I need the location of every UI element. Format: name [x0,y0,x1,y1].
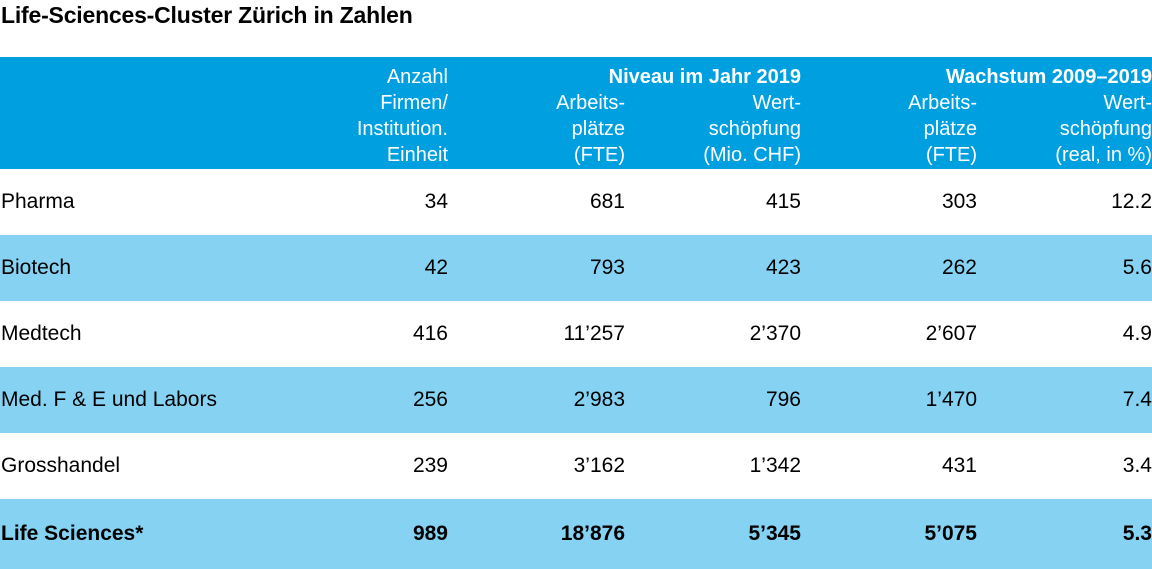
cell-niveau-fte: 2’983 [573,388,625,411]
row-label: Biotech [1,256,72,279]
table-row-total-life-sciences: Life Sciences* 989 18’876 5’345 5’075 5.… [0,499,1152,569]
cell-niveau-wert: 1’342 [749,454,801,477]
row-label: Med. F & E und Labors [1,388,217,411]
table-row-pharma: Pharma 34 681 415 303 12.2 [0,169,1152,235]
header-firmen-institution-einheit: Firmen/ Institution. Einheit [356,92,448,166]
cell-niveau-fte: 793 [589,256,625,279]
cell-anzahl: 34 [424,190,448,213]
header-group-wachstum: Wachstum 2009–2019 [945,66,1152,88]
cell-wachstum-wert: 7.4 [1122,388,1152,411]
cell-anzahl: 239 [412,454,448,477]
header-group-niveau: Niveau im Jahr 2019 [608,66,801,88]
cell-anzahl: 989 [412,522,448,545]
cell-wachstum-fte: 303 [941,190,977,213]
header-sublines: Firmen/ Institution. Einheit Arbeits- pl… [0,90,1152,168]
table-header: Anzahl Niveau im Jahr 2019 Wachstum 2009… [0,57,1152,169]
header-wachstum-arbeitsplaetze: Arbeits- plätze (FTE) [908,92,977,166]
cell-niveau-wert: 796 [765,388,801,411]
cell-niveau-fte: 11’257 [563,322,625,345]
row-label: Medtech [1,322,82,345]
cell-niveau-wert: 423 [765,256,801,279]
cell-wachstum-fte: 262 [941,256,977,279]
table-row-biotech: Biotech 42 793 423 262 5.6 [0,235,1152,301]
table-row-medtech: Medtech 416 11’257 2’370 2’607 4.9 [0,301,1152,367]
cell-wachstum-wert: 5.3 [1122,522,1152,545]
cell-niveau-wert: 415 [765,190,801,213]
cell-anzahl: 256 [412,388,448,411]
cell-anzahl: 42 [424,256,448,279]
table-row-grosshandel: Grosshandel 239 3’162 1’342 431 3.4 [0,433,1152,499]
row-label: Life Sciences* [1,522,144,545]
cell-niveau-wert: 5’345 [748,522,801,545]
cell-wachstum-fte: 431 [941,454,977,477]
cell-wachstum-fte: 2’607 [925,322,977,345]
header-wachstum-wertschoepfung: Wert- schöpfung (real, in %) [1055,92,1152,166]
row-label: Pharma [1,190,75,213]
header-niveau-wertschoepfung: Wert- schöpfung (Mio. CHF) [703,92,801,166]
cell-anzahl: 416 [412,322,448,345]
cell-wachstum-fte: 5’075 [924,522,977,545]
header-line-1: Anzahl Niveau im Jahr 2019 Wachstum 2009… [0,64,1152,90]
table-row-med-fe-labors: Med. F & E und Labors 256 2’983 796 1’47… [0,367,1152,433]
cell-wachstum-wert: 5.6 [1122,256,1152,279]
cell-wachstum-fte: 1’470 [925,388,977,411]
cell-wachstum-wert: 12.2 [1111,190,1152,213]
cell-wachstum-wert: 4.9 [1122,322,1152,345]
cell-niveau-fte: 681 [589,190,625,213]
page-title: Life-Sciences-Cluster Zürich in Zahlen [1,2,413,28]
title-bar: Life-Sciences-Cluster Zürich in Zahlen [0,0,1152,57]
cell-niveau-fte: 3’162 [573,454,625,477]
header-anzahl: Anzahl [386,66,448,88]
cell-wachstum-wert: 3.4 [1122,454,1152,477]
cell-niveau-wert: 2’370 [749,322,801,345]
header-niveau-arbeitsplaetze: Arbeits- plätze (FTE) [556,92,625,166]
cell-niveau-fte: 18’876 [560,522,625,545]
row-label: Grosshandel [1,454,121,477]
